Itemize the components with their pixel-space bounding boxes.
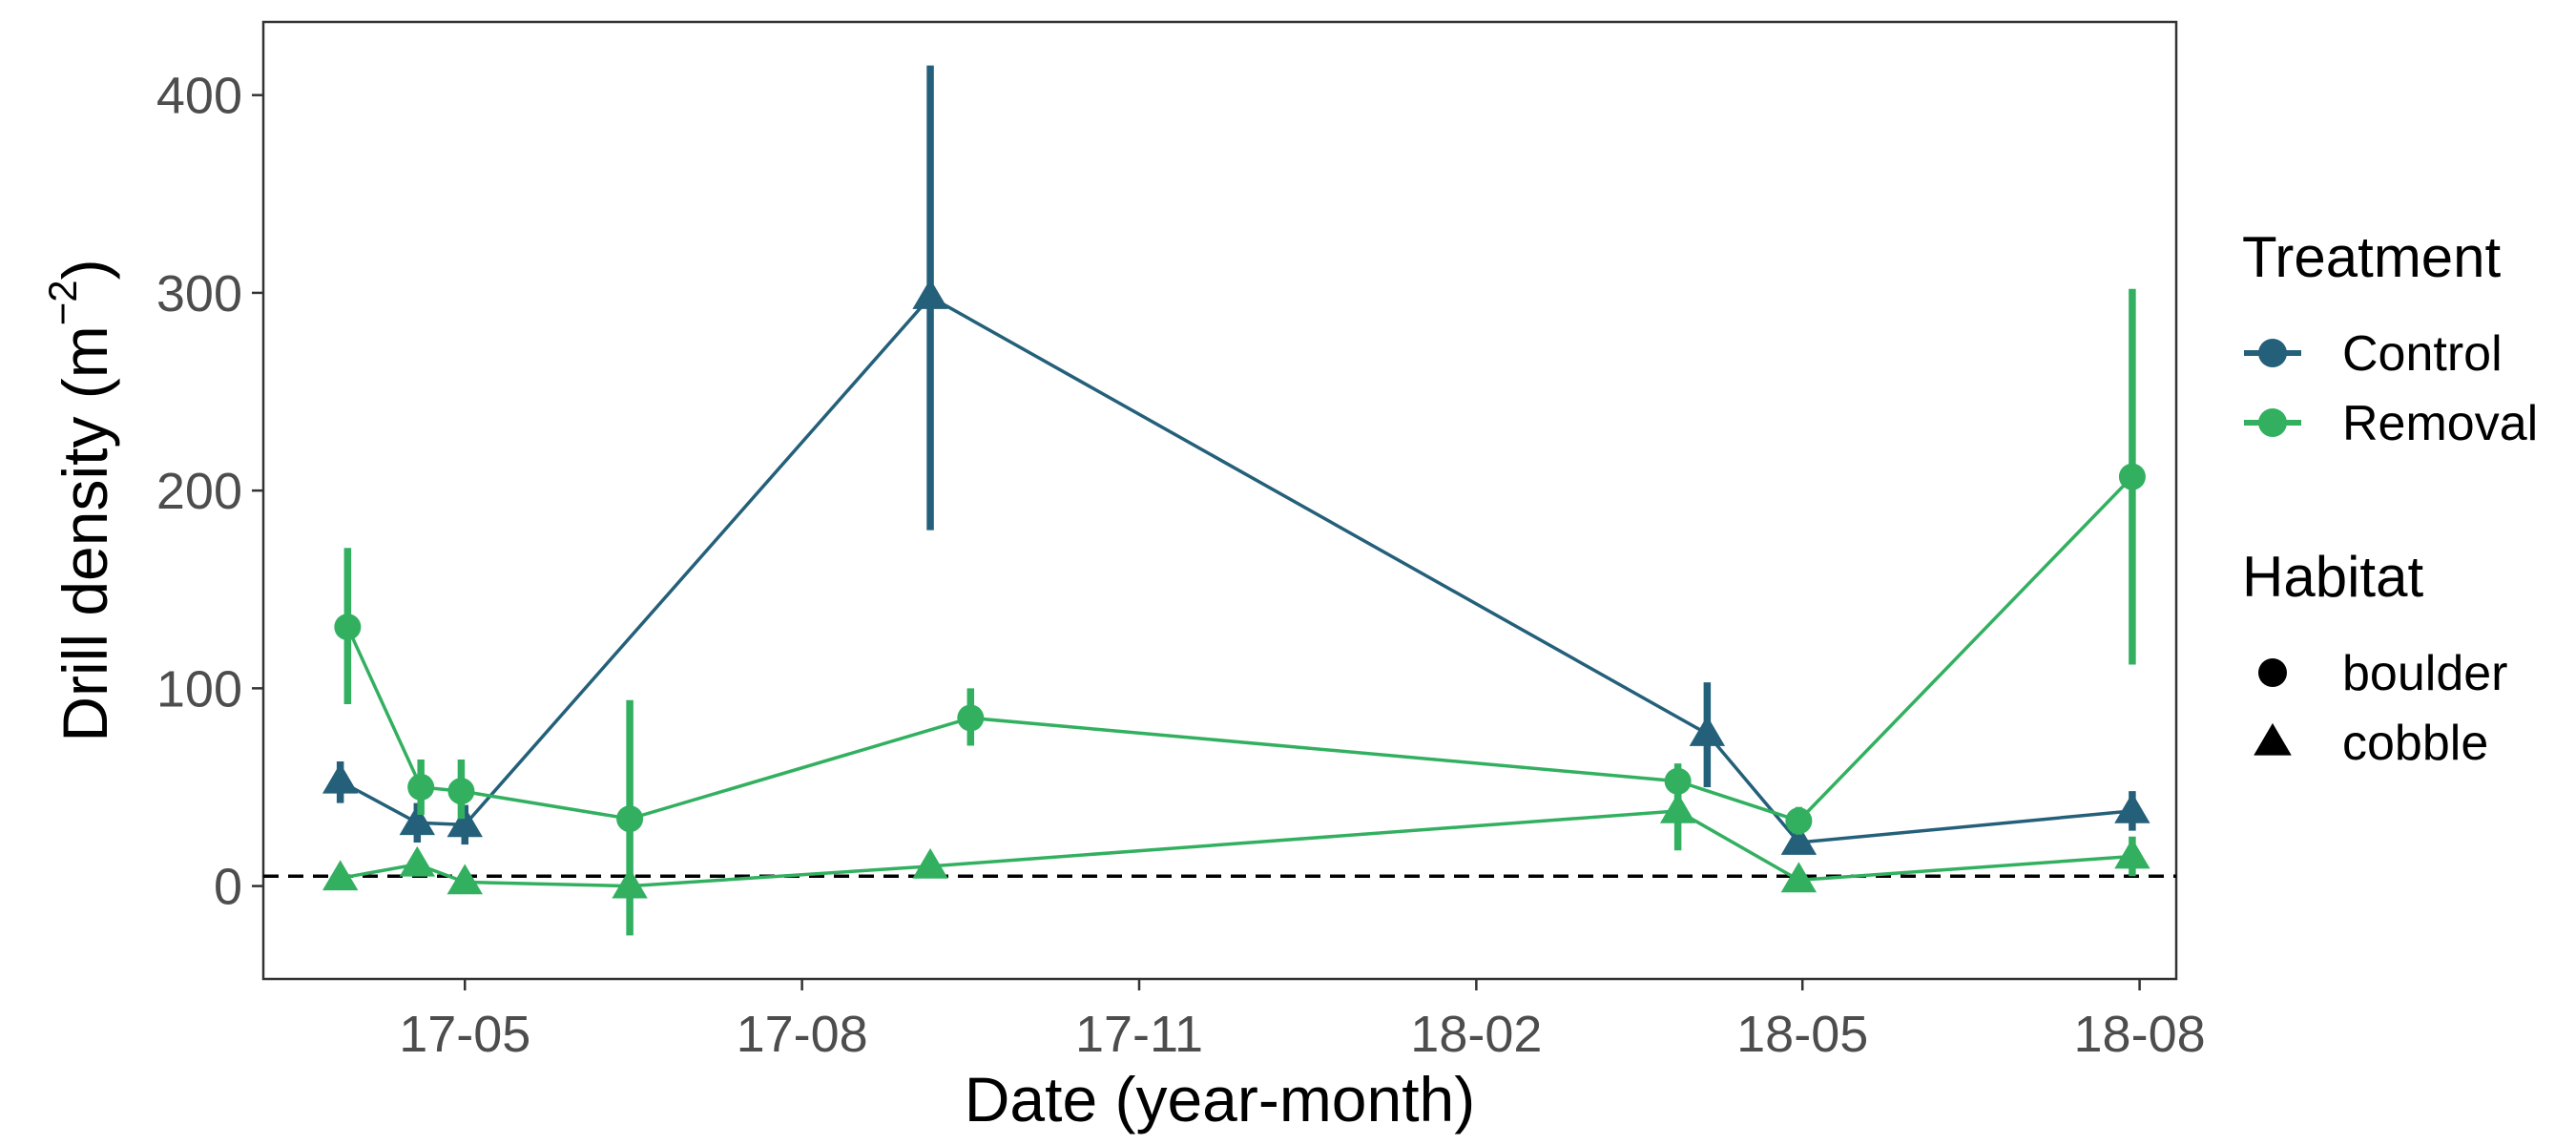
data-point-removal-cobble: [1659, 792, 1696, 823]
data-point-removal-boulder: [2118, 463, 2146, 490]
data-point-removal-boulder: [447, 778, 475, 805]
data-point-removal-cobble: [399, 845, 436, 877]
y-tick-label: 200: [156, 463, 242, 520]
legend-label-removal: Removal: [2342, 396, 2538, 451]
y-axis-title-superscript: −2: [40, 280, 85, 325]
data-point-removal-cobble: [322, 860, 359, 891]
legend-key-cobble: [2254, 722, 2292, 756]
x-tick-label: 18-08: [2074, 1006, 2206, 1063]
data-point-removal-cobble: [1780, 862, 1818, 893]
data-point-removal-boulder: [616, 805, 644, 833]
legend-key-boulder: [2258, 658, 2287, 687]
x-tick-label: 17-08: [737, 1006, 868, 1063]
y-axis-title-main: Drill density (m: [50, 325, 120, 741]
x-tick-label: 18-02: [1410, 1006, 1542, 1063]
plot-panel: [261, 20, 2178, 981]
x-tick-label: 18-05: [1736, 1006, 1868, 1063]
x-axis-title: Date (year-month): [965, 1064, 1476, 1135]
legend-treatment-title: Treatment: [2242, 225, 2502, 289]
legend: Treatment Habitat Control Removal boulder c…: [2242, 225, 2538, 771]
y-tick-label: 100: [156, 660, 242, 718]
legend-key-dot-control: [2258, 339, 2287, 367]
data-point-removal-boulder: [334, 614, 362, 641]
y-tick-label: 400: [156, 68, 242, 125]
series-removal-boulder: [334, 288, 2146, 936]
data-point-control-cobble: [1780, 824, 1818, 855]
legend-habitat-title: Habitat: [2242, 545, 2423, 609]
data-point-removal-cobble: [447, 864, 483, 895]
legend-label-cobble: cobble: [2342, 716, 2488, 771]
data-point-control-cobble: [322, 762, 359, 794]
data-point-removal-boulder: [957, 704, 985, 732]
data-point-removal-cobble: [2114, 838, 2150, 869]
legend-label-boulder: boulder: [2342, 646, 2507, 701]
y-axis-title: Drill density (m−2): [40, 259, 120, 741]
data-point-control-cobble: [912, 279, 948, 309]
data-point-control-cobble: [399, 804, 436, 836]
plot-panel-border: [261, 20, 2178, 981]
data-point-removal-cobble: [612, 867, 648, 899]
legend-key-dot-removal: [2258, 408, 2287, 437]
y-tick-label: 300: [156, 265, 242, 323]
data-point-control-cobble: [447, 806, 483, 838]
legend-label-control: Control: [2342, 326, 2503, 382]
data-layer: [263, 65, 2176, 936]
x-tick-label: 17-11: [1075, 1006, 1203, 1063]
data-point-removal-boulder: [1785, 807, 1813, 835]
y-axis-title-close: ): [50, 259, 120, 280]
data-point-control-cobble: [2114, 792, 2150, 823]
series-removal-cobble: [322, 773, 2150, 899]
data-point-removal-boulder: [407, 773, 435, 801]
data-point-removal-cobble: [912, 847, 948, 879]
series-control-cobble: [322, 65, 2150, 855]
axes: 0 100 200 300 400 17-05 17-08 17-11 18-02 18-05 18…: [156, 68, 2206, 1063]
y-tick-label: 0: [214, 859, 242, 916]
data-point-control-cobble: [1689, 716, 1726, 746]
x-tick-label: 17-05: [399, 1006, 530, 1063]
